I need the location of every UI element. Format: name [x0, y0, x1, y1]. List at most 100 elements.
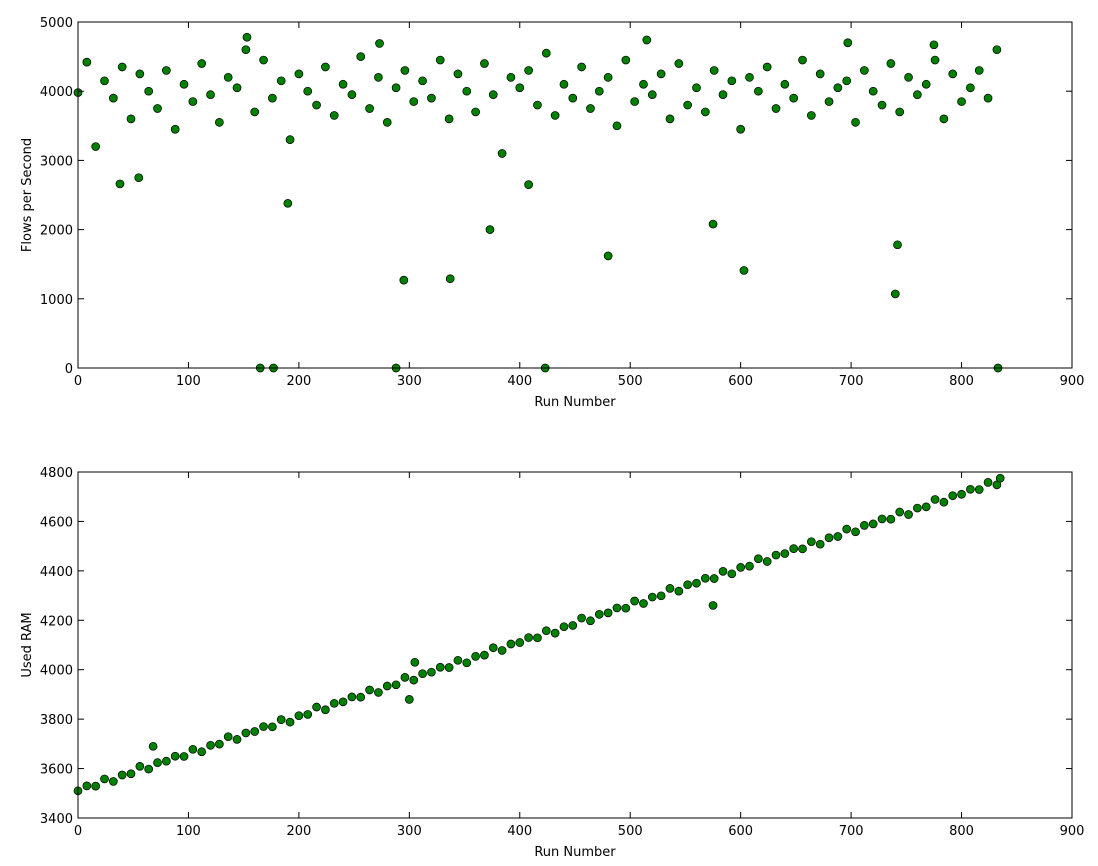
point [594, 610, 604, 619]
y-tick-label: 4400 [40, 565, 73, 580]
point [700, 107, 710, 117]
point [780, 549, 790, 558]
point [674, 59, 684, 68]
point [418, 76, 427, 86]
point [851, 527, 860, 537]
point [215, 117, 224, 127]
x-tick-label: 500 [618, 374, 643, 389]
point [789, 544, 799, 553]
point [612, 121, 622, 131]
point [647, 90, 657, 100]
point [259, 55, 268, 65]
point [117, 62, 127, 72]
point [471, 652, 480, 661]
y-tick-label: 3000 [40, 154, 73, 169]
point [435, 55, 445, 65]
point [294, 69, 304, 79]
point [365, 685, 374, 695]
point [303, 710, 313, 719]
point [957, 97, 966, 106]
point [268, 722, 277, 732]
y-tick-label: 0 [65, 362, 73, 377]
point [921, 502, 931, 512]
point [488, 90, 498, 100]
point [630, 97, 639, 106]
point [815, 69, 825, 79]
y-tick-label: 1000 [40, 293, 73, 308]
y-tick-label: 4600 [40, 515, 73, 530]
point [410, 657, 420, 667]
point [868, 519, 878, 529]
point [559, 79, 569, 89]
y-tick-label: 4000 [40, 664, 73, 679]
point [471, 107, 480, 117]
point [842, 76, 852, 86]
point [108, 777, 118, 786]
point [435, 662, 445, 672]
point [375, 39, 384, 48]
point [957, 489, 966, 499]
y-tick-label: 3400 [40, 812, 73, 827]
point [930, 495, 940, 504]
x-tick-label: 900 [1060, 374, 1085, 389]
x-axis-label: Run Number [534, 845, 616, 860]
x-tick-label: 100 [176, 374, 201, 389]
x-tick-label: 300 [397, 374, 422, 389]
point [939, 497, 949, 507]
point [82, 781, 92, 791]
point [294, 711, 304, 721]
point [82, 57, 92, 67]
point [533, 100, 542, 110]
point [568, 621, 578, 630]
point [153, 104, 162, 113]
point [117, 770, 127, 780]
point [948, 69, 958, 79]
point [877, 100, 887, 110]
point [134, 173, 144, 183]
point [550, 628, 560, 638]
point [242, 32, 252, 42]
point [904, 73, 913, 82]
point [462, 658, 472, 668]
point [966, 484, 975, 494]
axes-frame [77, 471, 1073, 819]
point [135, 761, 145, 771]
point [603, 251, 613, 261]
point [612, 603, 622, 613]
point [418, 669, 427, 679]
point [921, 79, 931, 89]
point [347, 90, 357, 100]
point [983, 93, 993, 103]
point [382, 117, 392, 127]
point [974, 485, 984, 494]
point [100, 774, 109, 784]
point [126, 769, 136, 779]
point [126, 114, 136, 124]
point [400, 673, 410, 682]
point [983, 478, 993, 487]
point [506, 73, 516, 82]
point [736, 563, 746, 572]
point [762, 62, 772, 72]
point [893, 240, 902, 250]
point [488, 643, 498, 653]
point [356, 692, 366, 702]
point [162, 66, 171, 75]
plot-area [73, 32, 1003, 373]
point [444, 114, 454, 124]
point [400, 66, 410, 75]
point [374, 688, 383, 697]
point [524, 633, 533, 642]
point [197, 747, 207, 757]
point [312, 702, 321, 712]
point [453, 69, 463, 79]
point [188, 97, 198, 106]
point [259, 722, 268, 731]
point [515, 83, 525, 93]
point [665, 584, 675, 593]
point [877, 514, 887, 524]
point [453, 655, 463, 665]
point [100, 76, 109, 86]
point [930, 55, 940, 65]
